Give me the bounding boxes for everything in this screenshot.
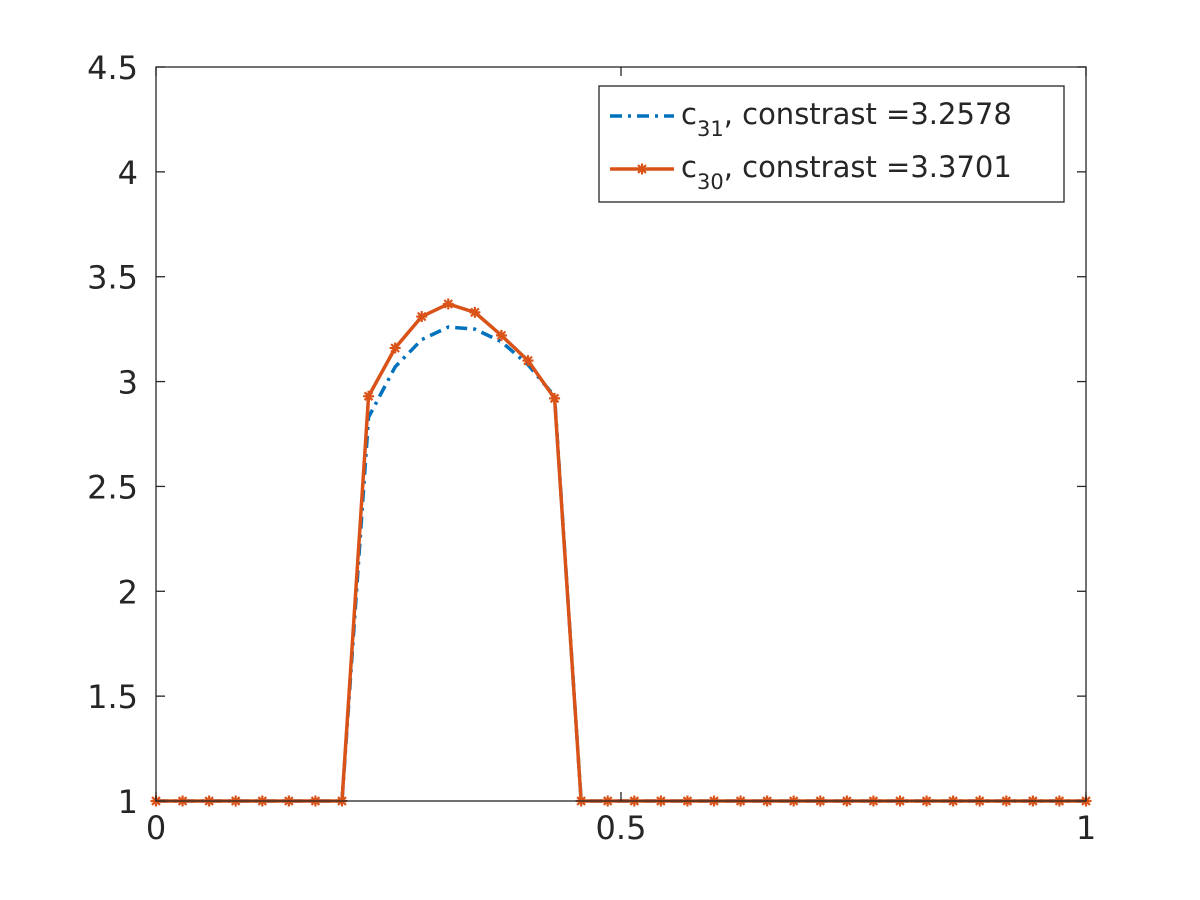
data-point	[363, 390, 375, 402]
x-tick-label: 0.5	[596, 809, 647, 847]
legend: c31, constrast =3.2578 c30, constrast =3.…	[598, 85, 1065, 203]
legend-label: c30, constrast =3.3701	[681, 150, 1012, 194]
data-point	[416, 311, 428, 323]
axes-layer: 0 0.5 1 1 1.5 2 2.5 3 3.5 4 4.5	[87, 49, 1096, 847]
legend-box	[598, 85, 1065, 203]
x-tick-label: 1	[1076, 809, 1096, 847]
data-point	[522, 355, 534, 367]
data-point	[389, 342, 401, 354]
legend-entry: c30, constrast =3.3701	[610, 150, 1012, 194]
y-tick-label: 4	[118, 154, 138, 192]
data-point	[469, 306, 481, 318]
y-tick-label: 4.5	[87, 49, 138, 87]
legend-label: c31, constrast =3.2578	[681, 97, 1012, 141]
x-tick-label: 0	[146, 809, 166, 847]
data-point	[495, 329, 507, 341]
legend-entry: c31, constrast =3.2578	[610, 97, 1012, 141]
y-tick-label: 3	[118, 364, 138, 402]
data-point	[549, 392, 561, 404]
y-tick-label: 2	[118, 573, 138, 611]
y-tick-label: 3.5	[87, 259, 138, 297]
data-point	[442, 298, 454, 310]
y-tick-label: 1	[118, 783, 138, 821]
y-tick-label: 2.5	[87, 468, 138, 506]
y-tick-label: 1.5	[87, 678, 138, 716]
